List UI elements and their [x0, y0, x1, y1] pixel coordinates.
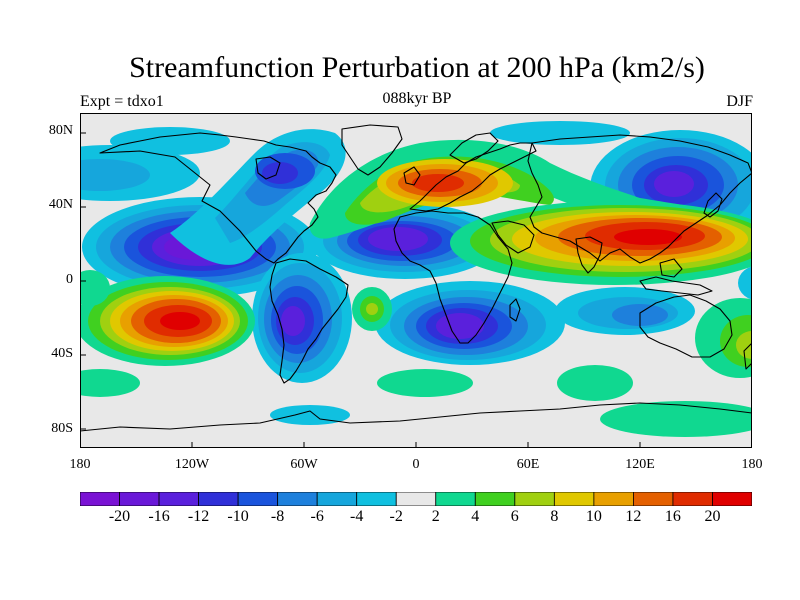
colorbar-swatch	[514, 492, 555, 506]
coast-australia	[639, 294, 733, 358]
anomaly-south-america-low	[252, 253, 352, 383]
coast-scandinavia	[449, 132, 499, 164]
anomaly-arctic-low	[80, 121, 752, 300]
coast-arabia	[491, 220, 535, 254]
anomaly-south-pacific-high	[80, 276, 255, 366]
colorbar-swatch	[435, 492, 476, 506]
anomaly-southern-indian-high	[80, 270, 752, 437]
colorbar-tick-label: -12	[187, 508, 210, 525]
colorbar-swatch	[633, 492, 674, 506]
coast-asia	[527, 134, 752, 264]
colorbar-tick-label: 6	[510, 508, 519, 525]
colorbar-tick-label: -10	[227, 508, 249, 525]
lon-label-60e: 60E	[516, 457, 540, 472]
colorbar-swatch	[237, 492, 279, 506]
colorbar-tick-label: -6	[310, 508, 324, 525]
anomaly-indian-ocean-low	[555, 287, 695, 335]
colorbar-swatch	[356, 492, 397, 506]
lon-label-180e: 180	[741, 457, 763, 472]
map-panel	[80, 113, 752, 448]
colorbar-swatch	[80, 492, 120, 506]
colorbar-tick-label: -16	[148, 508, 170, 525]
colorbar-swatch	[672, 492, 713, 506]
coast-africa	[393, 210, 513, 344]
coast-borneo	[659, 258, 683, 278]
coastlines	[80, 124, 752, 432]
lon-label-120w: 120W	[174, 457, 210, 472]
colorbar-tick-label: 10	[585, 508, 602, 525]
lat-label-40s: 40S	[51, 346, 73, 361]
colorbar-swatch	[277, 492, 318, 506]
anomaly-south-atlantic-high	[352, 287, 392, 331]
lon-label-0: 0	[412, 457, 420, 472]
coast-south-america	[269, 258, 349, 384]
anomaly-south-africa-low	[375, 281, 565, 365]
center-string: 088kyr BP	[382, 90, 452, 107]
colorbar-swatch	[474, 492, 516, 506]
colorbar-tick-label: 4	[471, 508, 480, 525]
coast-greenland	[341, 124, 403, 176]
colorbar-tick-label: 12	[625, 508, 642, 525]
coast-north-america	[99, 132, 337, 264]
colorbar-tick-label: -2	[389, 508, 403, 525]
colorbar-swatch	[395, 492, 437, 506]
coast-india	[575, 236, 603, 274]
colorbar-swatch	[198, 492, 239, 506]
map-ticks	[80, 132, 641, 448]
colorbar	[80, 492, 752, 506]
coast-british-isles	[403, 166, 421, 186]
coast-hudson-bay	[255, 156, 281, 180]
colorbar-swatch	[119, 492, 160, 506]
season-label: DJF	[726, 93, 753, 110]
lat-label-eq: 0	[66, 272, 73, 287]
anomaly-southern-low-1	[270, 405, 350, 425]
coast-new-zealand	[743, 342, 752, 370]
colorbar-tick-label: 20	[704, 508, 721, 525]
colorbar-swatch	[316, 492, 358, 506]
contour-map	[80, 113, 752, 448]
lat-label-80s: 80S	[51, 421, 73, 436]
lon-label-180w: 180	[69, 457, 91, 472]
colorbar-tick-label: -8	[270, 508, 285, 525]
anomaly-north-america-low	[170, 129, 346, 265]
plot-title: Streamfunction Perturbation at 200 hPa (…	[129, 51, 705, 84]
colorbar-swatch	[593, 492, 634, 506]
coast-antarctica	[80, 402, 752, 432]
colorbar-swatch	[158, 492, 199, 506]
coast-japan	[703, 192, 723, 218]
colorbar-tick-label: 8	[550, 508, 559, 525]
colorbar-swatch	[553, 492, 595, 506]
lon-label-120e: 120E	[625, 457, 655, 472]
colorbar-tick-label: 2	[431, 508, 440, 525]
colorbar-tick-label: -20	[108, 508, 131, 525]
lon-label-60w: 60W	[290, 457, 318, 472]
colorbar-tick-label: -4	[350, 508, 364, 525]
colorbar-swatch	[712, 492, 752, 506]
lat-label-80n: 80N	[48, 123, 73, 138]
experiment-label: Expt = tdxo1	[80, 93, 164, 110]
coast-indonesia	[639, 276, 713, 296]
lat-label-40n: 40N	[48, 197, 73, 212]
coast-madagascar	[509, 298, 521, 322]
colorbar-tick-label: 16	[664, 508, 681, 525]
